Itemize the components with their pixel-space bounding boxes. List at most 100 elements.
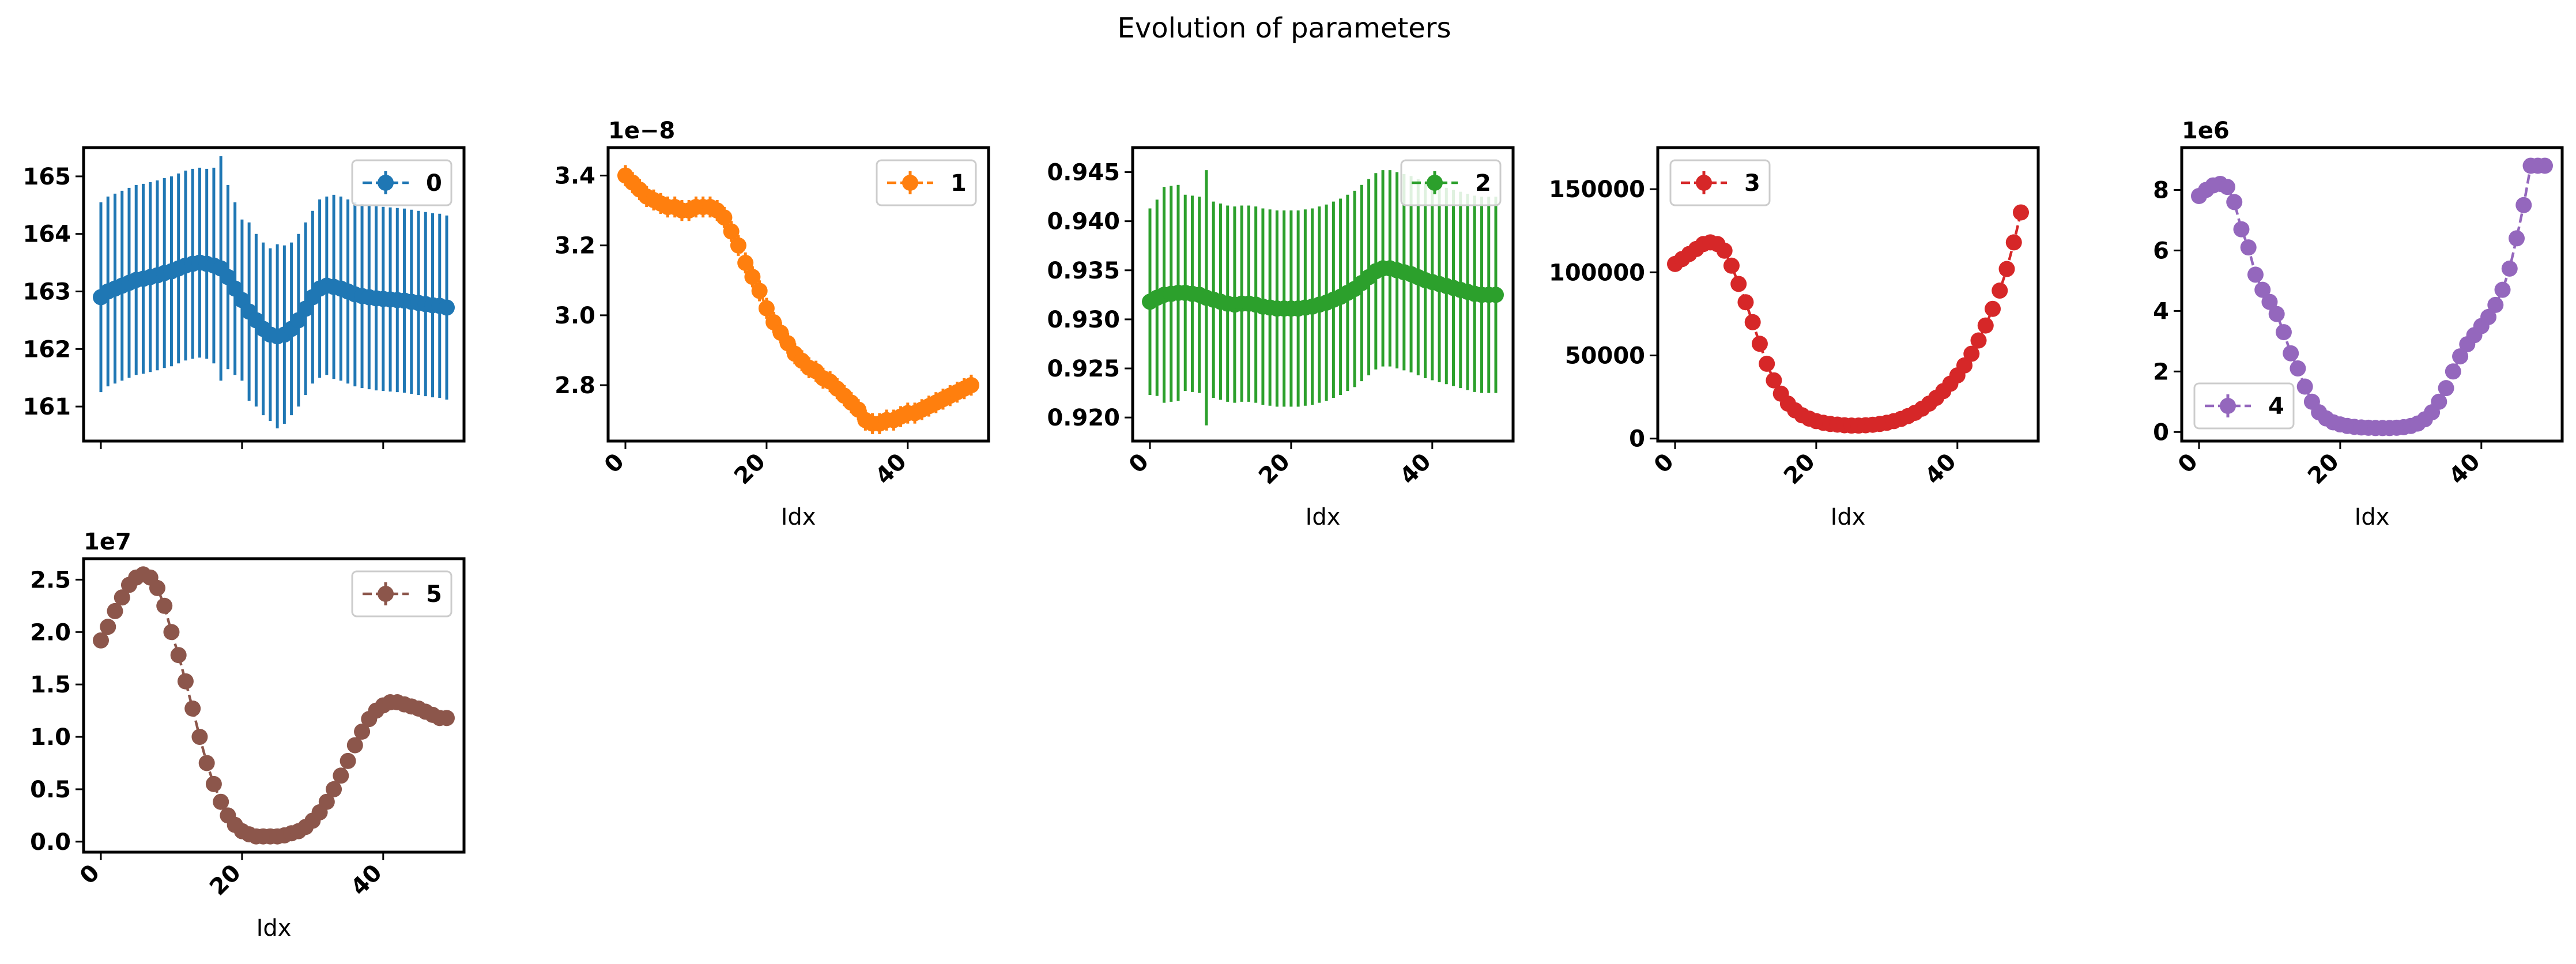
data-point (93, 632, 109, 649)
subplot-0: 161 162 163 164 165 0 (23, 146, 466, 449)
data-point (2501, 260, 2518, 277)
data-point (2013, 204, 2029, 221)
y-tick-label: 163 (23, 279, 71, 306)
data-point (744, 269, 761, 285)
data-point (1992, 283, 2008, 299)
y-tick-label: 164 (23, 221, 71, 248)
data-point (1730, 276, 1747, 292)
y-tick-label: 1.5 (30, 672, 71, 698)
legend: 3 (1669, 159, 1771, 206)
x-axis-label: Idx (257, 915, 292, 942)
legend: 4 (2193, 382, 2295, 430)
y-tick-label: 50000 (1565, 342, 1645, 369)
legend: 2 (1400, 159, 1502, 206)
data-point (156, 597, 173, 614)
y-tick-label: 0 (2153, 419, 2169, 446)
y-tick-label: 2.0 (30, 619, 71, 646)
legend-marker (378, 586, 394, 602)
series-2 (1142, 170, 1504, 425)
data-point (716, 209, 733, 226)
y-tick-label: 3.2 (555, 233, 595, 259)
y-tick-label: 4 (2153, 298, 2169, 325)
data-point (318, 793, 335, 810)
data-point (963, 377, 979, 394)
legend-label: 3 (1744, 170, 1760, 197)
data-point (2219, 179, 2235, 195)
y-tick-label: 0.945 (1047, 160, 1120, 186)
axes-frame (606, 146, 990, 443)
series-1 (617, 165, 979, 434)
data-point (163, 624, 180, 641)
data-point (191, 729, 208, 745)
data-point (205, 775, 222, 792)
y-tick-label: 0.940 (1047, 209, 1120, 235)
y-tick-label: 2.8 (555, 372, 595, 399)
data-point (177, 673, 194, 690)
data-point (1744, 314, 1761, 330)
legend-marker (2220, 398, 2236, 414)
series-3 (1667, 204, 2029, 434)
data-point (213, 793, 229, 810)
data-point (730, 237, 746, 254)
y-tick-label: 0.0 (30, 829, 71, 856)
series-4 (2191, 157, 2553, 436)
y-tick-label: 0.925 (1047, 356, 1120, 382)
y-tick-label: 8 (2153, 177, 2169, 204)
legend-label: 2 (1475, 170, 1491, 197)
legend-box (876, 159, 977, 206)
data-point (2515, 197, 2532, 213)
data-point (751, 283, 768, 299)
x-axis-label: Idx (2355, 504, 2390, 530)
y-tick-label: 165 (23, 164, 71, 190)
legend: 5 (351, 570, 452, 617)
data-point (2268, 306, 2285, 322)
data-point (1488, 287, 1504, 303)
axes-frame (2180, 146, 2564, 443)
y-tick-label: 0 (1629, 426, 1645, 453)
axes-frame (1131, 146, 1515, 443)
series-0 (93, 156, 455, 429)
data-point (2494, 281, 2511, 298)
data-point (2275, 324, 2292, 341)
legend-marker (902, 175, 918, 191)
legend-label: 5 (426, 581, 442, 608)
data-point (2438, 380, 2454, 397)
y-tick-label: 161 (23, 394, 71, 420)
y-tick-label: 162 (23, 336, 71, 363)
y-tick-label: 0.920 (1047, 405, 1120, 431)
data-point (2261, 293, 2278, 310)
data-point (114, 589, 130, 606)
data-point (198, 755, 215, 771)
data-point (2480, 308, 2497, 325)
legend: 0 (351, 159, 452, 206)
data-point (2005, 234, 2022, 251)
data-point (100, 619, 116, 635)
data-point (2296, 378, 2313, 395)
legend-label: 1 (951, 170, 967, 197)
data-point (2509, 230, 2525, 247)
data-point (2487, 296, 2504, 313)
legend-box (1400, 159, 1502, 206)
data-point (1956, 357, 1973, 374)
axes-frame (82, 146, 466, 443)
figure-title: Evolution of parameters (1118, 12, 1451, 44)
data-point (2240, 239, 2257, 256)
y-tick-label: 3.0 (555, 303, 595, 329)
legend: 1 (876, 159, 977, 206)
data-point (184, 700, 201, 717)
data-point (1998, 261, 2015, 277)
data-point (333, 767, 349, 784)
y-tick-label: 3.4 (555, 163, 595, 189)
axes-frame (1656, 146, 2040, 443)
data-point (2233, 221, 2250, 238)
data-point (2247, 266, 2264, 283)
data-point (1766, 372, 1782, 389)
data-point (2290, 360, 2306, 377)
legend-label: 4 (2268, 393, 2284, 420)
data-point (2431, 393, 2447, 410)
data-point (439, 710, 455, 726)
